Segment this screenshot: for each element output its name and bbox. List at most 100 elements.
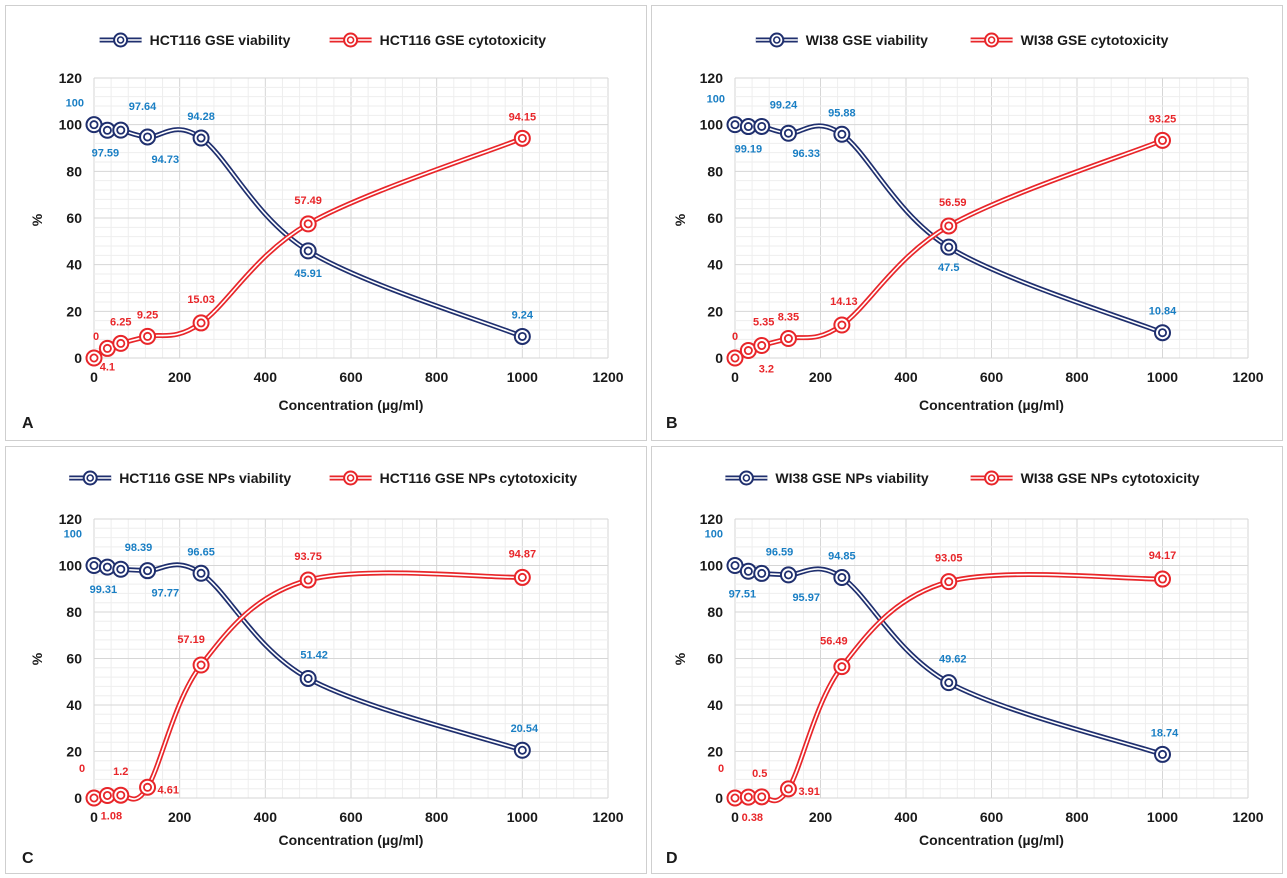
data-label: 0.38: [742, 812, 763, 824]
data-label: 93.75: [294, 551, 322, 563]
y-tick-label: 60: [66, 210, 82, 226]
legend-label: HCT116 GSE NPs viability: [119, 470, 291, 486]
data-point-inner: [116, 790, 126, 800]
data-label: 97.59: [92, 147, 120, 159]
y-axis-title: %: [672, 213, 688, 226]
y-tick-label: 0: [715, 790, 723, 806]
x-axis-title: Concentration (µg/ml): [279, 397, 424, 413]
data-point-inner: [89, 353, 99, 363]
data-label: 51.42: [300, 649, 328, 661]
chart-svg: 0 200 400 600 800 1000 1200020406080100120Conc…: [22, 32, 624, 432]
y-tick-label: 40: [66, 697, 82, 713]
data-label: 15.03: [187, 294, 215, 306]
x-tick-label: 400: [894, 369, 918, 385]
viability-series: 100 99.31 98.39 97.77 96.65 51.42 20.54: [64, 529, 539, 759]
data-label: 57.49: [294, 195, 322, 207]
data-label: 95.88: [828, 107, 856, 119]
data-point-inner: [743, 122, 753, 132]
data-label: 98.39: [125, 542, 153, 554]
chart-panel-c: 0 200 400 600 800 1000 1200 0 20 40 60 80 100 120 Conc…: [5, 446, 647, 874]
data-point-inner: [196, 133, 206, 143]
data-label: 97.51: [729, 588, 757, 600]
panel-letter: C: [22, 850, 34, 867]
data-point-inner: [837, 320, 847, 330]
y-tick-label: 20: [66, 303, 82, 319]
y-tick-label: 80: [707, 163, 723, 179]
x-tick-label: 800: [425, 809, 449, 825]
data-point-inner: [89, 561, 99, 571]
legend-label: WI38 GSE viability: [806, 32, 928, 48]
data-point-inner: [757, 341, 767, 351]
x-tick-label: 600: [339, 809, 363, 825]
data-label: 57.19: [177, 634, 205, 646]
y-axis-title: %: [29, 213, 45, 226]
legend-label: HCT116 GSE viability: [150, 32, 291, 48]
panel-letter: B: [666, 415, 678, 432]
data-label: 97.77: [152, 588, 180, 600]
y-axis-title: %: [29, 652, 45, 665]
data-point-inner: [517, 133, 527, 143]
data-point-inner: [944, 242, 954, 252]
data-label: 3.2: [759, 364, 774, 376]
x-tick-label: 0: [90, 809, 98, 825]
x-tick-label: 400: [254, 809, 278, 825]
data-label: 99.31: [90, 584, 118, 596]
data-point-inner: [757, 792, 767, 802]
data-point-inner: [730, 353, 740, 363]
x-tick-label: 0: [731, 369, 739, 385]
data-point-inner: [757, 121, 767, 131]
x-tick-label: 1200: [1232, 809, 1263, 825]
data-point-inner: [143, 782, 153, 792]
data-point-inner: [783, 128, 793, 138]
cytotoxicity-series: 0 3.2 5.35 8.35 14.13 56.59 93.25: [726, 113, 1176, 376]
legend-marker-inner: [116, 36, 125, 44]
data-label: 100: [64, 529, 82, 541]
legend-label: WI38 GSE NPs viability: [775, 470, 928, 486]
data-point-inner: [89, 793, 99, 803]
data-label: 95.97: [792, 592, 820, 604]
gridlines: [93, 518, 609, 799]
x-tick-label: 1000: [1147, 369, 1178, 385]
data-point-inner: [143, 566, 153, 576]
data-label: 0: [732, 331, 738, 343]
y-tick-label: 120: [700, 511, 724, 527]
x-tick-label: 200: [168, 369, 192, 385]
legend: WI38 GSE viability WI38 GSE cytotoxicity: [755, 32, 1169, 48]
data-label: 56.49: [820, 636, 848, 648]
chart-svg: 0 200 400 600 800 1000 1200020406080100120Conc…: [666, 32, 1264, 432]
x-tick-label: 400: [894, 809, 918, 825]
data-label: 9.25: [137, 309, 158, 321]
data-label: 100: [705, 529, 723, 541]
x-tick-label: 600: [980, 369, 1004, 385]
x-tick-label: 0: [731, 809, 739, 825]
data-point-inner: [944, 221, 954, 231]
data-label: 93.05: [935, 553, 963, 565]
data-point-inner: [196, 568, 206, 578]
data-point-inner: [837, 662, 847, 672]
x-tick-label: 800: [1065, 369, 1089, 385]
legend-marker-inner: [987, 474, 996, 482]
legend-label: HCT116 GSE NPs cytotoxicity: [380, 470, 578, 486]
data-label: 97.64: [129, 101, 157, 113]
data-label: 100: [707, 94, 725, 106]
data-label: 5.35: [753, 317, 774, 329]
data-point-inner: [730, 793, 740, 803]
data-point-inner: [757, 568, 767, 578]
data-label: 96.65: [187, 546, 215, 558]
data-label: 94.15: [509, 111, 537, 123]
data-label: 10.84: [1149, 306, 1177, 318]
y-tick-label: 100: [700, 117, 724, 133]
data-point-inner: [743, 566, 753, 576]
y-axis-title: %: [672, 652, 688, 665]
data-point-inner: [517, 745, 527, 755]
y-tick-label: 60: [707, 210, 723, 226]
y-tick-label: 60: [707, 651, 723, 667]
data-label: 56.59: [939, 197, 967, 209]
data-point-inner: [102, 790, 112, 800]
x-axis-title: Concentration (µg/ml): [279, 832, 424, 848]
y-tick-label: 20: [66, 744, 82, 760]
data-point-inner: [143, 331, 153, 341]
data-label: 9.24: [512, 309, 534, 321]
